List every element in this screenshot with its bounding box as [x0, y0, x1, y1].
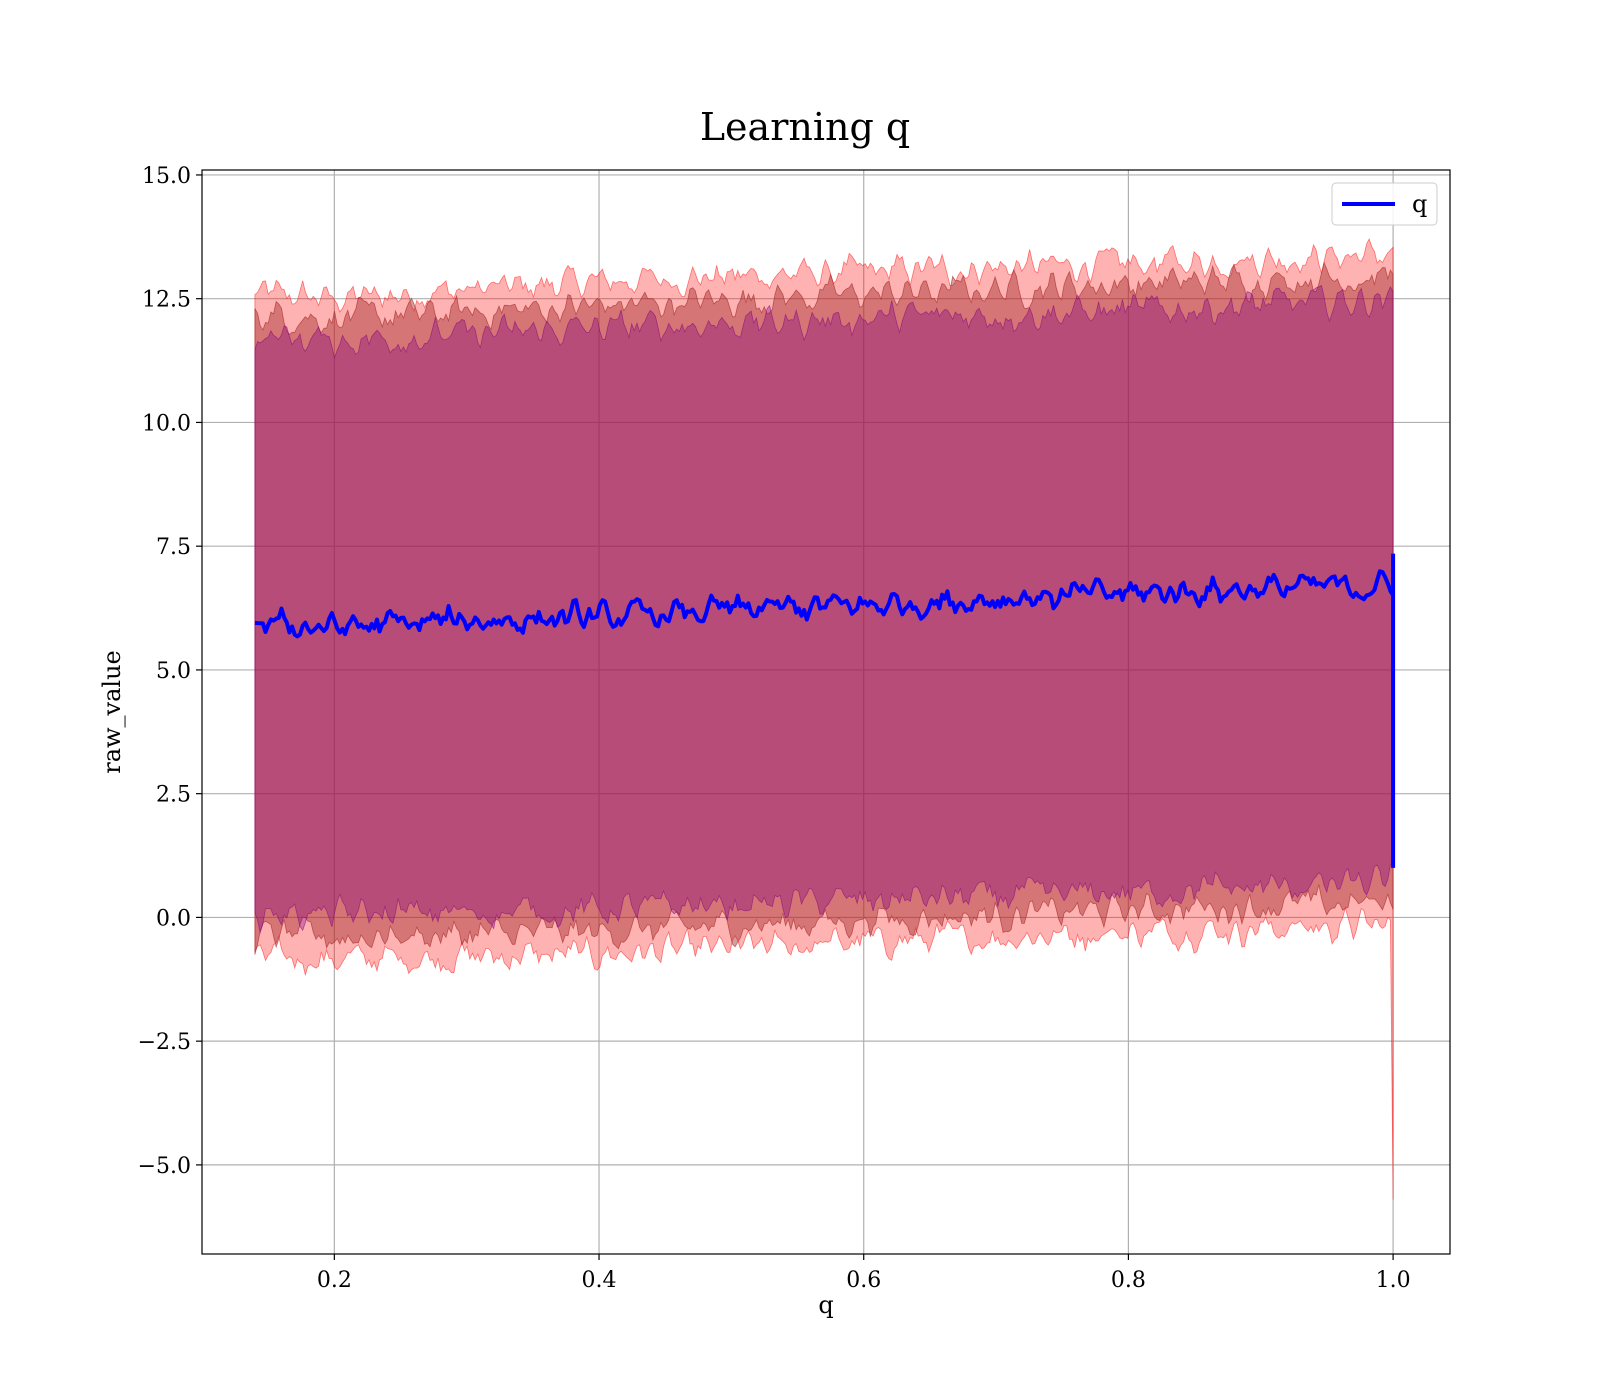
x-tick-label: 0.4 [582, 1268, 617, 1293]
x-tick-label: 0.8 [1111, 1268, 1146, 1293]
y-tick-label: 5.0 [156, 659, 191, 684]
chart-title: Learning q [700, 105, 910, 149]
x-tick-label: 0.2 [317, 1268, 352, 1293]
series-lines [254, 553, 1396, 868]
grid-lines [202, 170, 1450, 1254]
y-axis-label: raw_value [98, 650, 126, 774]
y-tick-label: 2.5 [156, 783, 191, 808]
series-line-q [254, 569, 1395, 639]
y-tick-label: −2.5 [138, 1030, 191, 1055]
y-tick-label: 12.5 [142, 288, 191, 313]
legend: q [1331, 182, 1438, 226]
y-tick-label: 0.0 [156, 906, 191, 931]
y-tick-label: 7.5 [156, 535, 191, 560]
plot-frame [201, 169, 1451, 1255]
x-axis-label: q [818, 1291, 833, 1319]
y-tick-label: −5.0 [138, 1154, 191, 1179]
band-outer [254, 237, 1394, 1200]
x-tick-label: 1.0 [1376, 1268, 1411, 1293]
y-axis-ticks: −5.0 −2.5 0.0 2.5 5.0 7.5 10.0 12.5 15.0 [138, 164, 202, 1179]
legend-label-q: q [1412, 190, 1427, 218]
y-tick-label: 15.0 [142, 164, 191, 189]
y-tick-label: 10.0 [142, 411, 191, 436]
x-tick-label: 0.6 [846, 1268, 881, 1293]
x-axis-ticks: 0.2 0.4 0.6 0.8 1.0 [317, 1254, 1411, 1293]
